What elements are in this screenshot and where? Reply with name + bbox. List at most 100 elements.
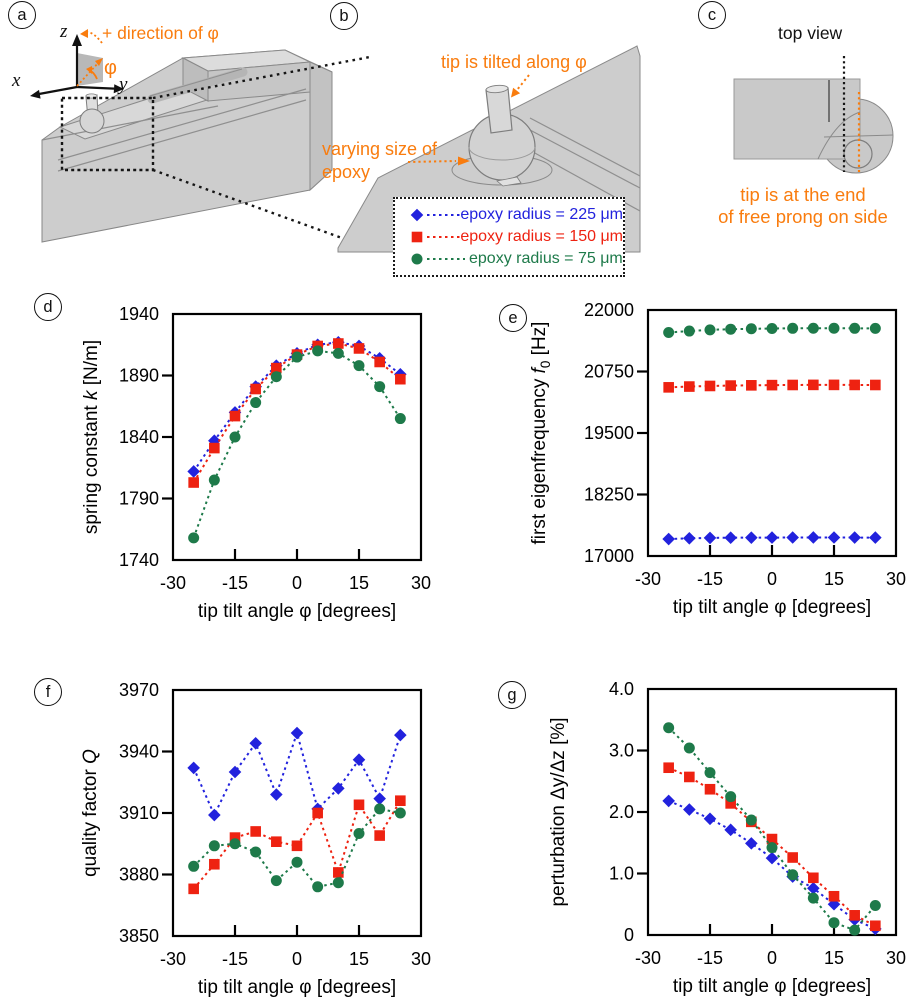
y-axis-title: perturbation Δy/Δz [%]	[548, 717, 569, 906]
y-tick-label: 3940	[119, 742, 159, 762]
x-tick-label: 0	[767, 948, 777, 968]
series-green	[188, 345, 406, 544]
phi-direction-arrowhead	[95, 58, 103, 66]
y-axis-title: spring constant k [N/m]	[81, 340, 102, 534]
direction-arrowhead	[80, 29, 88, 38]
y-axis-title: first eigenfrequency f0 [Hz]	[529, 322, 553, 545]
legend-item: epoxy radius = 225 μm	[395, 207, 623, 223]
top-view-label: top view	[778, 23, 843, 43]
panel-c-illustration	[733, 56, 894, 174]
y-tick-label: 22000	[584, 300, 634, 320]
panel-label-e: e	[499, 304, 527, 332]
epoxy-annotation-arrowhead	[458, 156, 470, 166]
y-tick-label: 3910	[119, 803, 159, 823]
y-tick-label: 2.0	[609, 802, 634, 822]
series-green	[188, 803, 406, 893]
y-tick-label: 4.0	[609, 679, 634, 699]
z-axis-label: z	[60, 21, 68, 42]
y-axis-title: quality factor Q	[80, 749, 101, 877]
legend: epoxy radius = 225 μm epoxy radius = 150 …	[393, 197, 625, 277]
x-axis-title: tip tilt angle φ [degrees]	[198, 977, 396, 998]
y-tick-label: 3.0	[609, 741, 634, 761]
x-axis-ticks: -30 -15 0 15 30	[160, 549, 431, 593]
panel-label-f: f	[34, 678, 62, 706]
tip-position-caption-line2: of free prong on side	[718, 206, 888, 227]
y-axis-ticks: 17000 18250 19500 20750 22000	[584, 300, 648, 566]
diamond-marker-icon	[410, 208, 461, 222]
tip-cylinder	[485, 87, 513, 134]
panel-label-d: d	[34, 293, 62, 321]
x-axis-ticks: -30 -15 0 15 30	[635, 924, 906, 968]
y-tick-label: 1890	[119, 366, 159, 386]
x-tick-label: -30	[635, 569, 661, 589]
y-axis-arrowhead	[113, 84, 124, 94]
x-tick-label: -30	[160, 573, 186, 593]
y-tick-label: 18250	[584, 485, 634, 505]
tip-position-caption-line1: tip is at the end	[740, 184, 866, 205]
x-tick-label: 30	[886, 948, 906, 968]
chart-quality-factor: 3850 3880 3910 3940 3970 -30 -15 0 15 30 tip tilt …	[80, 680, 431, 998]
tip-position-caption: tip is at the end of free prong on side	[698, 184, 907, 228]
y-tick-label: 3850	[119, 926, 159, 946]
epoxy-sphere-small	[79, 108, 105, 134]
series-green	[663, 322, 881, 339]
coordinate-axes	[30, 29, 124, 99]
y-tick-label: 3970	[119, 680, 159, 700]
series-red	[188, 795, 406, 895]
z-axis-arrowhead	[72, 34, 82, 46]
zoom-indicator	[60, 55, 371, 249]
x-tick-label: -15	[222, 949, 248, 969]
x-axis-title: tip tilt angle φ [degrees]	[673, 976, 871, 997]
phi-direction-annotation: + direction of φ	[102, 23, 219, 43]
x-tick-label: 30	[411, 573, 431, 593]
legend-item-label: epoxy radius = 75 μm	[469, 250, 623, 267]
tip-annotation-arrowhead	[511, 87, 521, 98]
legend-item: epoxy radius = 150 μm	[395, 229, 623, 245]
x-axis-ticks: -30 -15 0 15 30	[160, 925, 431, 969]
x-tick-label: 15	[824, 569, 844, 589]
y-axis-label: y	[119, 74, 128, 95]
x-tick-label: 15	[824, 948, 844, 968]
y-tick-label: 1940	[119, 304, 159, 324]
chart-perturbation: 0 1.0 2.0 3.0 4.0 -30 -15 0 15 30 tip tilt angle φ…	[548, 679, 906, 997]
circle-marker-icon	[411, 253, 465, 265]
x-tick-label: 0	[767, 569, 777, 589]
tip-tilt-annotation: tip is tilted along φ	[441, 52, 587, 72]
x-tick-label: 0	[292, 949, 302, 969]
legend-item-label: epoxy radius = 225 μm	[460, 206, 623, 223]
chart-eigenfrequency: 17000 18250 19500 20750 22000 -30 -15 0 15 30 tip …	[529, 300, 906, 618]
x-tick-label: 30	[411, 949, 431, 969]
chart-spring-constant: 1740 1790 1840 1890 1940 -30 -15 0 15 30 tip tilt …	[81, 304, 431, 622]
panel-label-a: a	[8, 1, 36, 29]
x-tick-label: -15	[697, 948, 723, 968]
axes	[646, 687, 898, 937]
x-tick-label: -30	[635, 948, 661, 968]
x-tick-label: 15	[349, 573, 369, 593]
y-tick-label: 19500	[584, 423, 634, 443]
x-tick-label: -15	[222, 573, 248, 593]
phi-rotation-arrowhead	[86, 66, 92, 74]
phi-angle-label: φ	[104, 57, 117, 79]
x-tick-label: 0	[292, 573, 302, 593]
x-axis-arrowhead	[30, 89, 41, 99]
panel-label-b: b	[330, 2, 358, 30]
y-tick-label: 1840	[119, 427, 159, 447]
x-axis-title: tip tilt angle φ [degrees]	[673, 597, 871, 618]
y-tick-label: 1740	[119, 550, 159, 570]
panel-label-g: g	[498, 681, 526, 709]
y-axis-ticks: 3850 3880 3910 3940 3970	[119, 680, 173, 946]
x-tick-label: 30	[886, 569, 906, 589]
x-tick-label: -30	[160, 949, 186, 969]
square-marker-icon	[411, 231, 461, 243]
x-axis-ticks: -30 -15 0 15 30	[635, 545, 906, 589]
series-blue	[187, 726, 407, 822]
x-tick-label: 15	[349, 949, 369, 969]
y-tick-label: 17000	[584, 546, 634, 566]
y-tick-label: 3880	[119, 865, 159, 885]
y-tick-label: 1.0	[609, 864, 634, 884]
epoxy-size-annotation-line1: varying size of	[322, 139, 438, 159]
x-tick-label: -15	[697, 569, 723, 589]
series-blue	[662, 531, 882, 546]
epoxy-size-annotation-line2: epoxy	[322, 162, 371, 182]
